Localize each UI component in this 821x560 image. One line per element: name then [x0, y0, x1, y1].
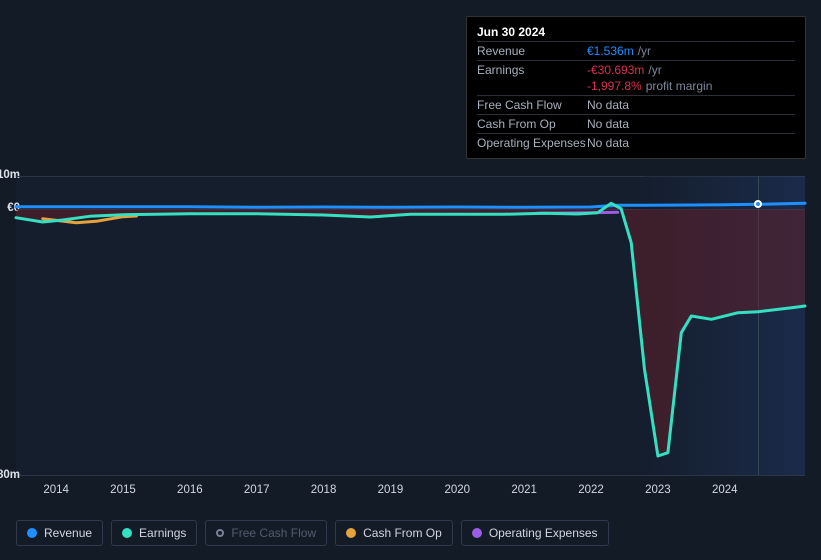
- tooltip-row: Earnings-€30.693m/yr: [477, 60, 795, 79]
- tooltip-subvalue: -1,997.8%profit margin: [587, 79, 712, 93]
- chart-tooltip: Jun 30 2024Revenue€1.536m/yrEarnings-€30…: [466, 16, 806, 159]
- tooltip-value: No data: [587, 136, 629, 150]
- chart-legend: Revenue Earnings Free Cash Flow Cash From O…: [16, 520, 805, 546]
- legend-label: Earnings: [139, 526, 186, 540]
- legend-swatch: [27, 528, 37, 538]
- chart-svg: [16, 176, 805, 476]
- tooltip-row: Cash From OpNo data: [477, 114, 795, 133]
- tooltip-row: Revenue€1.536m/yr: [477, 41, 795, 60]
- x-axis-tick-label: 2018: [311, 484, 337, 496]
- x-axis-tick-label: 2020: [445, 484, 471, 496]
- x-axis-tick-label: 2021: [511, 484, 537, 496]
- x-axis-tick-label: 2022: [578, 484, 604, 496]
- legend-label: Operating Expenses: [489, 526, 598, 540]
- tooltip-label: Free Cash Flow: [477, 98, 587, 112]
- x-axis-tick-label: 2016: [177, 484, 203, 496]
- legend-label: Cash From Op: [363, 526, 442, 540]
- tooltip-value: No data: [587, 117, 629, 131]
- legend-swatch: [122, 528, 132, 538]
- x-axis-tick-label: 2015: [110, 484, 136, 496]
- tooltip-row: Free Cash FlowNo data: [477, 95, 795, 114]
- legend-label: Revenue: [44, 526, 92, 540]
- earnings-area: [16, 203, 805, 456]
- x-axis-tick-label: 2023: [645, 484, 671, 496]
- legend-item-earnings[interactable]: Earnings: [111, 520, 197, 546]
- legend-swatch: [346, 528, 356, 538]
- tooltip-label: Earnings: [477, 63, 587, 77]
- legend-swatch: [472, 528, 482, 538]
- legend-item-fcf[interactable]: Free Cash Flow: [205, 520, 327, 546]
- tooltip-label: Operating Expenses: [477, 136, 587, 150]
- x-axis-tick-label: 2019: [378, 484, 404, 496]
- hover-marker: [754, 200, 762, 208]
- revenue-line: [16, 203, 805, 207]
- tooltip-value: -€30.693m/yr: [587, 63, 662, 77]
- x-axis-tick-label: 2017: [244, 484, 270, 496]
- legend-item-opex[interactable]: Operating Expenses: [461, 520, 609, 546]
- legend-item-cfo[interactable]: Cash From Op: [335, 520, 453, 546]
- tooltip-date: Jun 30 2024: [477, 25, 795, 39]
- tooltip-value: €1.536m/yr: [587, 44, 651, 58]
- legend-label: Free Cash Flow: [231, 526, 316, 540]
- x-axis-tick-label: 2014: [43, 484, 69, 496]
- x-axis-tick-label: 2024: [712, 484, 738, 496]
- tooltip-subrow: -1,997.8%profit margin: [477, 79, 795, 95]
- chart-plot-area[interactable]: €10m€0-€80m: [16, 176, 805, 476]
- tooltip-value: No data: [587, 98, 629, 112]
- tooltip-label: Cash From Op: [477, 117, 587, 131]
- tooltip-row: Operating ExpensesNo data: [477, 133, 795, 152]
- tooltip-label: Revenue: [477, 44, 587, 58]
- legend-item-revenue[interactable]: Revenue: [16, 520, 103, 546]
- legend-swatch: [216, 529, 224, 537]
